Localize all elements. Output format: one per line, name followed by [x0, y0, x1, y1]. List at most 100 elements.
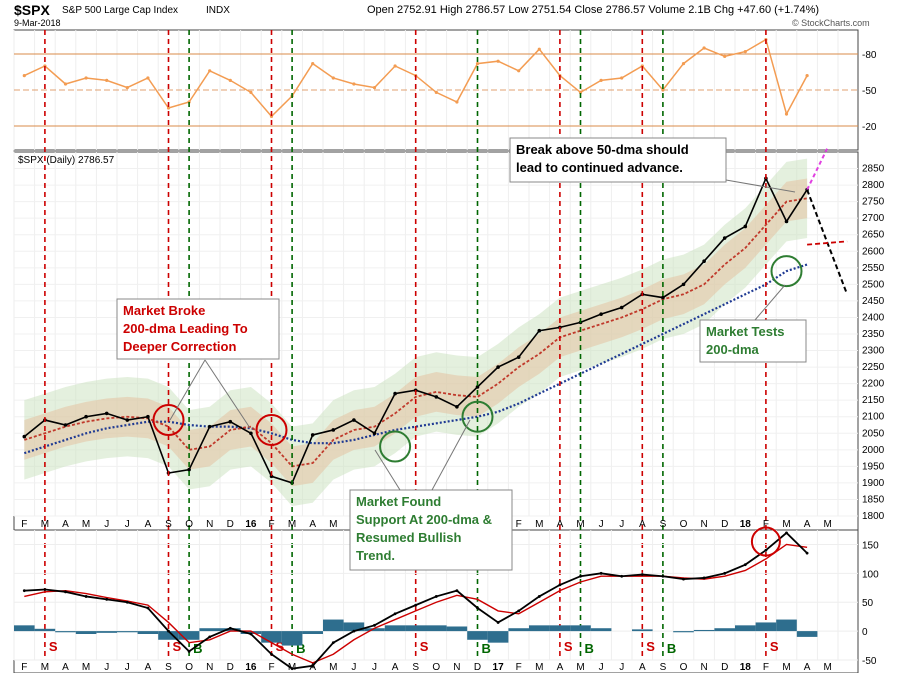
price-x-tick-label: M: [329, 519, 337, 530]
macd-point: [290, 667, 294, 671]
price-x-tick-label: M: [824, 519, 832, 530]
low-label: Low: [508, 4, 529, 16]
macd-histogram-bar: [405, 625, 426, 632]
annotation-broke: Market Broke 200-dma Leading To Deeper Cor…: [116, 298, 280, 360]
macd-histogram-bar: [776, 619, 797, 632]
price-point: [496, 365, 500, 369]
macd-point: [187, 649, 191, 653]
macd-point: [331, 641, 335, 645]
macd-point: [640, 573, 644, 576]
macd-x-tick-label: M: [576, 662, 584, 673]
price-x-tick-label: M: [576, 519, 584, 530]
macd-x-tick-label: M: [782, 662, 790, 673]
price-tick-label: 2050: [862, 428, 885, 439]
rsi-point: [84, 76, 88, 80]
buy-signal-label: B: [667, 641, 676, 656]
rsi-point: [496, 59, 500, 63]
annotation-tests-line: 200-dma: [706, 342, 760, 357]
macd-histogram-bar: [508, 628, 529, 632]
rsi-point: [208, 69, 212, 73]
macd-x-tick-label: O: [185, 662, 193, 673]
price-x-tick-label: A: [145, 519, 152, 530]
macd-x-tick-label: J: [599, 662, 604, 673]
price-x-tick-label: J: [619, 519, 624, 530]
price-x-tick-label: D: [721, 519, 728, 530]
price-tick-label: 2150: [862, 395, 885, 406]
buy-signal-label: B: [482, 641, 491, 656]
macd-point: [785, 531, 788, 535]
macd-tick-label: -50: [862, 656, 877, 667]
price-point: [352, 418, 356, 422]
price-x-tick-label: F: [516, 519, 522, 530]
macd-point: [64, 590, 67, 594]
rsi-point: [475, 62, 480, 66]
annotation-pointer: [754, 284, 786, 321]
macd-point: [228, 626, 232, 630]
price-tick-label: 2100: [862, 412, 885, 423]
price-tick-label: 2700: [862, 213, 885, 224]
price-point: [187, 467, 191, 472]
macd-x-tick-label: M: [82, 662, 90, 673]
price-point: [310, 433, 315, 437]
sell-signal-label: S: [420, 639, 429, 654]
macd-x-tick-label: A: [62, 662, 69, 673]
price-tick-label: 2450: [862, 296, 885, 307]
rsi-point: [105, 78, 109, 82]
macd-histogram-bar: [796, 631, 818, 637]
rsi-tick-label: -80: [862, 50, 877, 61]
macd-highlight-circle: [750, 526, 781, 557]
price-x-tick-label: A: [804, 519, 811, 530]
macd-histogram-bar: [693, 629, 715, 632]
price-point: [393, 391, 397, 396]
open-value: 2752.91: [396, 4, 437, 16]
macd-point: [599, 571, 603, 575]
price-x-tick-label: F: [268, 519, 274, 530]
macd-histogram-bar: [178, 631, 200, 640]
price-panel-title: $SPX (Daily) 2786.57: [18, 155, 115, 166]
price-tick-label: 2350: [862, 329, 885, 340]
macd-x-tick-label: M: [535, 662, 543, 673]
annotation-break-above-line: lead to continued advance.: [516, 160, 683, 175]
macd-point: [537, 595, 541, 598]
price-x-tick-label: A: [557, 519, 564, 530]
high-label: High: [439, 4, 463, 16]
macd-tick-label: 150: [862, 540, 879, 551]
annotation-broke-box: [116, 298, 280, 360]
rsi-point: [166, 106, 171, 110]
macd-histogram-bar: [549, 625, 571, 632]
rsi-point: [784, 112, 789, 116]
price-x-tick-label: M: [782, 519, 790, 530]
projection-up-line: [806, 148, 828, 191]
close-label: Close: [574, 4, 603, 16]
macd-histogram-bar: [735, 625, 756, 632]
macd-histogram-bar: [302, 631, 323, 634]
macd-x-tick-label: A: [309, 662, 316, 673]
price-x-tick-label: S: [165, 519, 172, 530]
macd-x-tick-label: D: [721, 662, 728, 673]
macd-histogram-bar: [96, 631, 117, 633]
rsi-point: [455, 100, 459, 104]
price-tick-label: 1850: [862, 494, 885, 505]
macd-point: [743, 563, 747, 567]
chart-header: $SPX S&P 500 Large Cap Index INDX 9-Mar-…: [0, 0, 900, 30]
price-point: [372, 431, 377, 436]
rsi-point: [146, 76, 150, 80]
macd-x-tick-label: A: [557, 662, 564, 673]
macd-histogram-bar: [220, 628, 241, 632]
rsi-point: [125, 86, 129, 90]
sell-signal-label: S: [770, 639, 779, 654]
macd-histogram-bar: [343, 622, 365, 632]
price-point: [681, 282, 686, 287]
sell-signal-label: S: [646, 639, 655, 654]
macd-x-tick-label: J: [619, 662, 624, 673]
macd-histogram-bar: [590, 628, 612, 632]
price-point: [104, 411, 109, 416]
price-point: [207, 424, 212, 429]
macd-x-tick-label: N: [453, 662, 460, 673]
price-tick-label: 2850: [862, 164, 885, 175]
price-x-tick-label: M: [82, 519, 90, 530]
macd-histogram-bar: [487, 631, 509, 643]
macd-x-tick-label: J: [351, 662, 356, 673]
price-tick-label: 2500: [862, 279, 885, 290]
